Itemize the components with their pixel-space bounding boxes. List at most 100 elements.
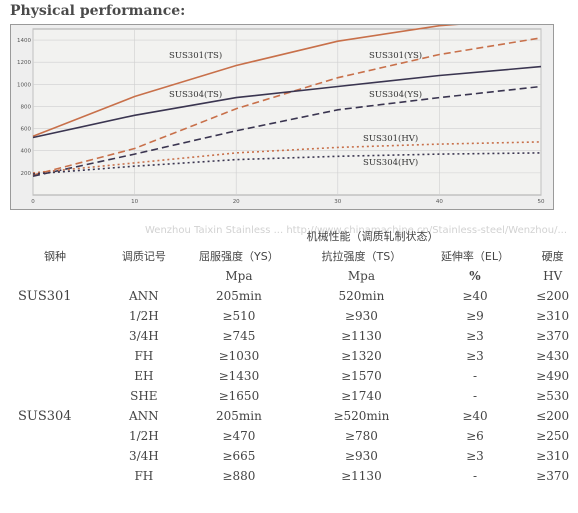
cell-grade <box>0 306 110 326</box>
x-tick-label: 50 <box>538 199 545 205</box>
cell-hv: ≥310 <box>536 449 570 463</box>
table-unit-row: Mpa Mpa % HV <box>0 266 578 286</box>
cell-hv: ≤200 <box>536 409 570 423</box>
series-line <box>32 25 459 138</box>
y-tick-label: 1200 <box>17 60 31 66</box>
series-line <box>32 141 542 174</box>
cell-ts: ≥1130 <box>341 329 382 343</box>
cell-ys: 205min <box>215 409 262 423</box>
cell-el: ≥3 <box>466 349 484 363</box>
cell-ts: ≥520min <box>333 409 390 423</box>
cell-grade <box>0 446 110 466</box>
cell-ts: ≥930 <box>344 449 378 463</box>
mechanical-properties-table: 机械性能（调质轧制状态） 钢种 调质记号 屈服强度（YS） 抗拉强度（TS） 延… <box>0 226 578 486</box>
cell-temper: 1/2H <box>128 309 159 323</box>
y-tick-label: 400 <box>21 149 32 155</box>
header-ts: 抗拉强度（TS） <box>321 250 402 263</box>
x-tick-label: 30 <box>334 199 341 205</box>
cell-ts: ≥1130 <box>341 469 382 483</box>
table-row: EH ≥1430 ≥1570 - ≥490 <box>0 366 578 386</box>
cell-temper: 3/4H <box>128 449 159 463</box>
header-grade: 钢种 <box>44 250 67 263</box>
cell-el: - <box>472 469 478 483</box>
series-label: SUS304(HV) <box>363 157 418 168</box>
cell-ts: ≥1740 <box>341 389 382 403</box>
y-tick-label: 600 <box>21 127 32 133</box>
table-row: SUS304 ANN 205min ≥520min ≥40 ≤200 <box>0 406 578 426</box>
cell-hv: ≥530 <box>536 389 570 403</box>
cell-temper: EH <box>134 369 154 383</box>
chart-canvas: 200 400 600 800 1000 1200 1400 0 10 20 30 40 50 SUS30… <box>17 25 545 205</box>
cell-el: ≥6 <box>466 429 484 443</box>
cell-el: - <box>472 389 478 403</box>
table-row: FH ≥1030 ≥1320 ≥3 ≥430 <box>0 346 578 366</box>
table-row: SUS301 ANN 205min 520min ≥40 ≤200 <box>0 286 578 306</box>
cell-ys: ≥510 <box>222 309 256 323</box>
cell-temper: FH <box>134 349 154 363</box>
table-title-row: 机械性能（调质轧制状态） <box>0 226 578 246</box>
performance-chart: 200 400 600 800 1000 1200 1400 0 10 20 30 40 50 SUS30… <box>10 24 554 210</box>
series-line <box>32 65 542 139</box>
x-tick-label: 40 <box>436 199 443 205</box>
cell-grade: SUS304 <box>18 408 72 424</box>
cell-temper: FH <box>134 469 154 483</box>
unit-temper <box>110 266 178 286</box>
cell-ts: ≥1320 <box>341 349 382 363</box>
cell-temper: 3/4H <box>128 329 159 343</box>
series-label: SUS301(HV) <box>363 133 418 144</box>
plot-area <box>32 28 542 196</box>
table-row: 1/2H ≥470 ≥780 ≥6 ≥250 <box>0 426 578 446</box>
cell-grade <box>0 326 110 346</box>
cell-ts: ≥1570 <box>341 369 382 383</box>
cell-ys: ≥1430 <box>218 369 260 383</box>
cell-temper: 1/2H <box>128 429 159 443</box>
table-row: FH ≥880 ≥1130 - ≥370 <box>0 466 578 486</box>
cell-el: ≥9 <box>466 309 484 323</box>
cell-el: ≥40 <box>462 289 488 303</box>
unit-hardness: HV <box>543 269 563 283</box>
cell-el: ≥3 <box>466 329 484 343</box>
series-label: SUS304(TS) <box>169 89 222 100</box>
cell-grade <box>0 386 110 406</box>
cell-grade <box>0 426 110 446</box>
cell-hv: ≥430 <box>536 349 570 363</box>
y-tick-label: 800 <box>21 104 32 110</box>
header-temper: 调质记号 <box>121 250 166 263</box>
cell-grade: SUS301 <box>18 288 72 304</box>
cell-hv: ≥370 <box>536 469 570 483</box>
x-tick-label: 0 <box>31 199 35 205</box>
series-line <box>32 37 542 176</box>
cell-ys: ≥470 <box>222 429 256 443</box>
cell-el: ≥40 <box>462 409 488 423</box>
y-tick-label: 1400 <box>17 38 31 44</box>
series-label: SUS304(YS) <box>369 89 422 100</box>
cell-temper: ANN <box>129 289 159 303</box>
x-tick-label: 20 <box>233 199 240 205</box>
cell-ys: ≥745 <box>222 329 256 343</box>
table-row: 3/4H ≥745 ≥1130 ≥3 ≥370 <box>0 326 578 346</box>
x-tick-label: 10 <box>131 199 138 205</box>
cell-hv: ≥250 <box>536 429 570 443</box>
unit-el: % <box>469 269 481 283</box>
table-row: 3/4H ≥665 ≥930 ≥3 ≥310 <box>0 446 578 466</box>
cell-ys: 205min <box>215 289 262 303</box>
table-title: 机械性能（调质轧制状态） <box>306 230 439 243</box>
y-tick-label: 200 <box>21 171 32 177</box>
page-heading: Physical performance: <box>10 3 186 19</box>
cell-temper: ANN <box>129 409 159 423</box>
table-row: 1/2H ≥510 ≥930 ≥9 ≥310 <box>0 306 578 326</box>
cell-ys: ≥1650 <box>218 389 260 403</box>
cell-hv: ≤200 <box>536 289 570 303</box>
cell-hv: ≥310 <box>536 309 570 323</box>
cell-el: - <box>472 369 478 383</box>
table-header-row: 钢种 调质记号 屈服强度（YS） 抗拉强度（TS） 延伸率（EL） 硬度 <box>0 246 578 266</box>
header-ys: 屈服强度（YS） <box>199 250 279 263</box>
series-label: SUS301(TS) <box>169 50 222 61</box>
series-line <box>32 85 542 177</box>
cell-hv: ≥370 <box>536 329 570 343</box>
cell-ts: ≥780 <box>344 429 378 443</box>
cell-el: ≥3 <box>466 449 484 463</box>
unit-grade <box>0 266 110 286</box>
cell-ys: ≥665 <box>222 449 256 463</box>
header-hardness: 硬度 <box>541 250 564 263</box>
